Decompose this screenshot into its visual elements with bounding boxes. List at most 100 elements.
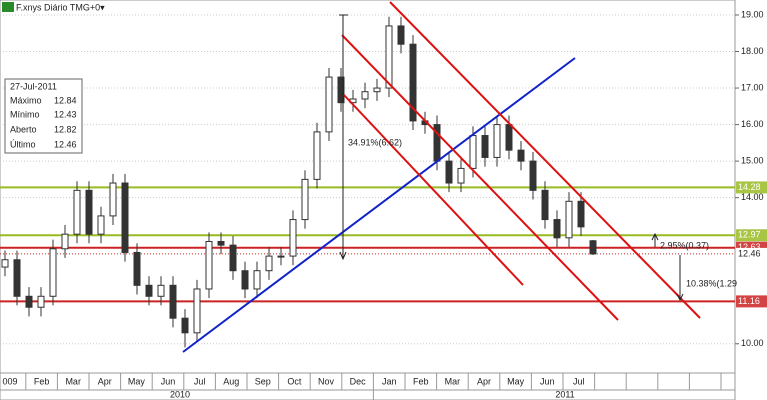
y-tick-label: 10.00	[741, 338, 764, 348]
annotation: 34.91%(6.62)	[348, 137, 402, 147]
info-value: 12.84	[54, 95, 77, 105]
y-tick-label: 19.00	[741, 9, 764, 19]
candle-body	[385, 25, 393, 89]
x-tick-label: Feb	[34, 376, 50, 386]
trend-lines: 34.91%(6.62) 2.95%(0.37) 10.38%(1.29	[182, 1, 737, 353]
candle-body	[529, 160, 537, 191]
candle-body	[457, 167, 465, 184]
candle-body	[61, 233, 69, 250]
arrow	[651, 232, 659, 241]
candle-body	[157, 284, 165, 297]
candle-body	[313, 131, 321, 180]
candle-body	[361, 91, 369, 100]
candle-body	[229, 244, 237, 272]
info-date: 27-Jul-2011	[10, 81, 57, 91]
info-frame	[4, 78, 83, 154]
x-tick-label: Sep	[255, 376, 271, 386]
candle-body	[277, 255, 285, 258]
candles	[1, 16, 597, 348]
x-tick-label: Apr	[98, 376, 112, 386]
trend-line	[341, 34, 619, 321]
candle-body	[553, 219, 561, 239]
candle-body	[121, 182, 129, 253]
x-tick-label: Aug	[223, 376, 239, 386]
candle-body	[469, 135, 477, 169]
level-label: 12.63	[738, 242, 761, 252]
x-tick-label: Apr	[477, 376, 491, 386]
info-label: Máximo	[10, 95, 42, 105]
level-label: 12.97	[738, 230, 761, 240]
candle-body	[13, 259, 21, 297]
level-tag	[736, 229, 767, 242]
icon	[2, 2, 14, 12]
annotation: 10.38%(1.29	[686, 278, 737, 288]
candle-body	[109, 182, 117, 217]
candle-body	[73, 189, 81, 235]
x-tick-label: 009	[2, 376, 17, 386]
y-tick-label: 15.00	[741, 155, 764, 165]
candle-body	[85, 189, 93, 235]
trend-line	[389, 1, 701, 319]
annotation: 2.95%(0.37)	[660, 240, 709, 250]
level-label: 11.16	[738, 296, 760, 306]
axes: 19.00 18.00 17.00 16.00 15.00 14.00 10.00 009 Fe…	[0, 9, 767, 400]
x-tick-label: Jul	[194, 376, 206, 386]
candle-body	[577, 200, 585, 228]
candle-body	[409, 43, 417, 122]
x-tick-label: May	[507, 376, 525, 386]
x-tick-label: Jun	[540, 376, 555, 386]
title: F.xnys Diário TMG+0▾	[16, 2, 105, 12]
x-tick-label: Jan	[382, 376, 397, 386]
level-label: 12.46	[738, 248, 761, 258]
grid	[0, 14, 735, 345]
candle-body	[589, 240, 597, 255]
candle-body	[493, 124, 501, 158]
x-tick-label: Mar	[65, 376, 81, 386]
candle-body	[301, 178, 309, 221]
trend-line	[182, 57, 576, 353]
y-tick-label: 17.00	[741, 82, 764, 92]
info-box: 27-Jul-2011 Máximo Mínimo Aberto Último …	[4, 78, 83, 154]
info-label: Último	[10, 139, 36, 149]
candle-body	[517, 149, 525, 162]
arrow	[339, 251, 347, 261]
x-axis-band	[0, 372, 736, 400]
candle-body	[253, 270, 261, 290]
header: F.xnys Diário TMG+0▾	[2, 2, 105, 12]
year-label: 2010	[170, 389, 190, 399]
arrow	[676, 293, 684, 302]
candle-body	[265, 255, 273, 272]
candle-body	[205, 240, 213, 290]
x-tick-label: Mar	[445, 376, 461, 386]
candle-body	[97, 215, 105, 235]
candle-body	[541, 189, 549, 221]
x-tick-label: Feb	[413, 376, 429, 386]
year-label: 2011	[555, 389, 574, 399]
level-label: 14.28	[738, 182, 761, 192]
candle-body	[217, 240, 225, 246]
x-tick-label: Dec	[350, 376, 367, 386]
info-label: Mínimo	[10, 109, 40, 119]
x-tick-label: Jun	[161, 376, 176, 386]
info-value: 12.82	[54, 124, 77, 134]
x-tick-label: May	[128, 376, 146, 386]
trend-line	[343, 94, 524, 286]
candle-body	[565, 200, 573, 239]
y-tick-label: 16.00	[741, 119, 764, 129]
candle-body	[373, 87, 381, 93]
x-tick-label: Oct	[287, 376, 302, 386]
info-value: 12.46	[54, 139, 77, 149]
candle-body	[445, 160, 453, 184]
candle-body	[193, 288, 201, 334]
candle-body	[241, 270, 249, 290]
y-tick-label: 14.00	[741, 192, 764, 202]
candle-body	[397, 25, 405, 45]
candle-body	[133, 251, 141, 286]
candle-body	[37, 295, 45, 308]
level-tag	[736, 295, 767, 308]
candle-body	[481, 135, 489, 158]
candle-body	[325, 76, 333, 133]
candle-body	[25, 295, 33, 308]
candle-body	[181, 317, 189, 334]
info-value: 12.43	[54, 109, 77, 119]
